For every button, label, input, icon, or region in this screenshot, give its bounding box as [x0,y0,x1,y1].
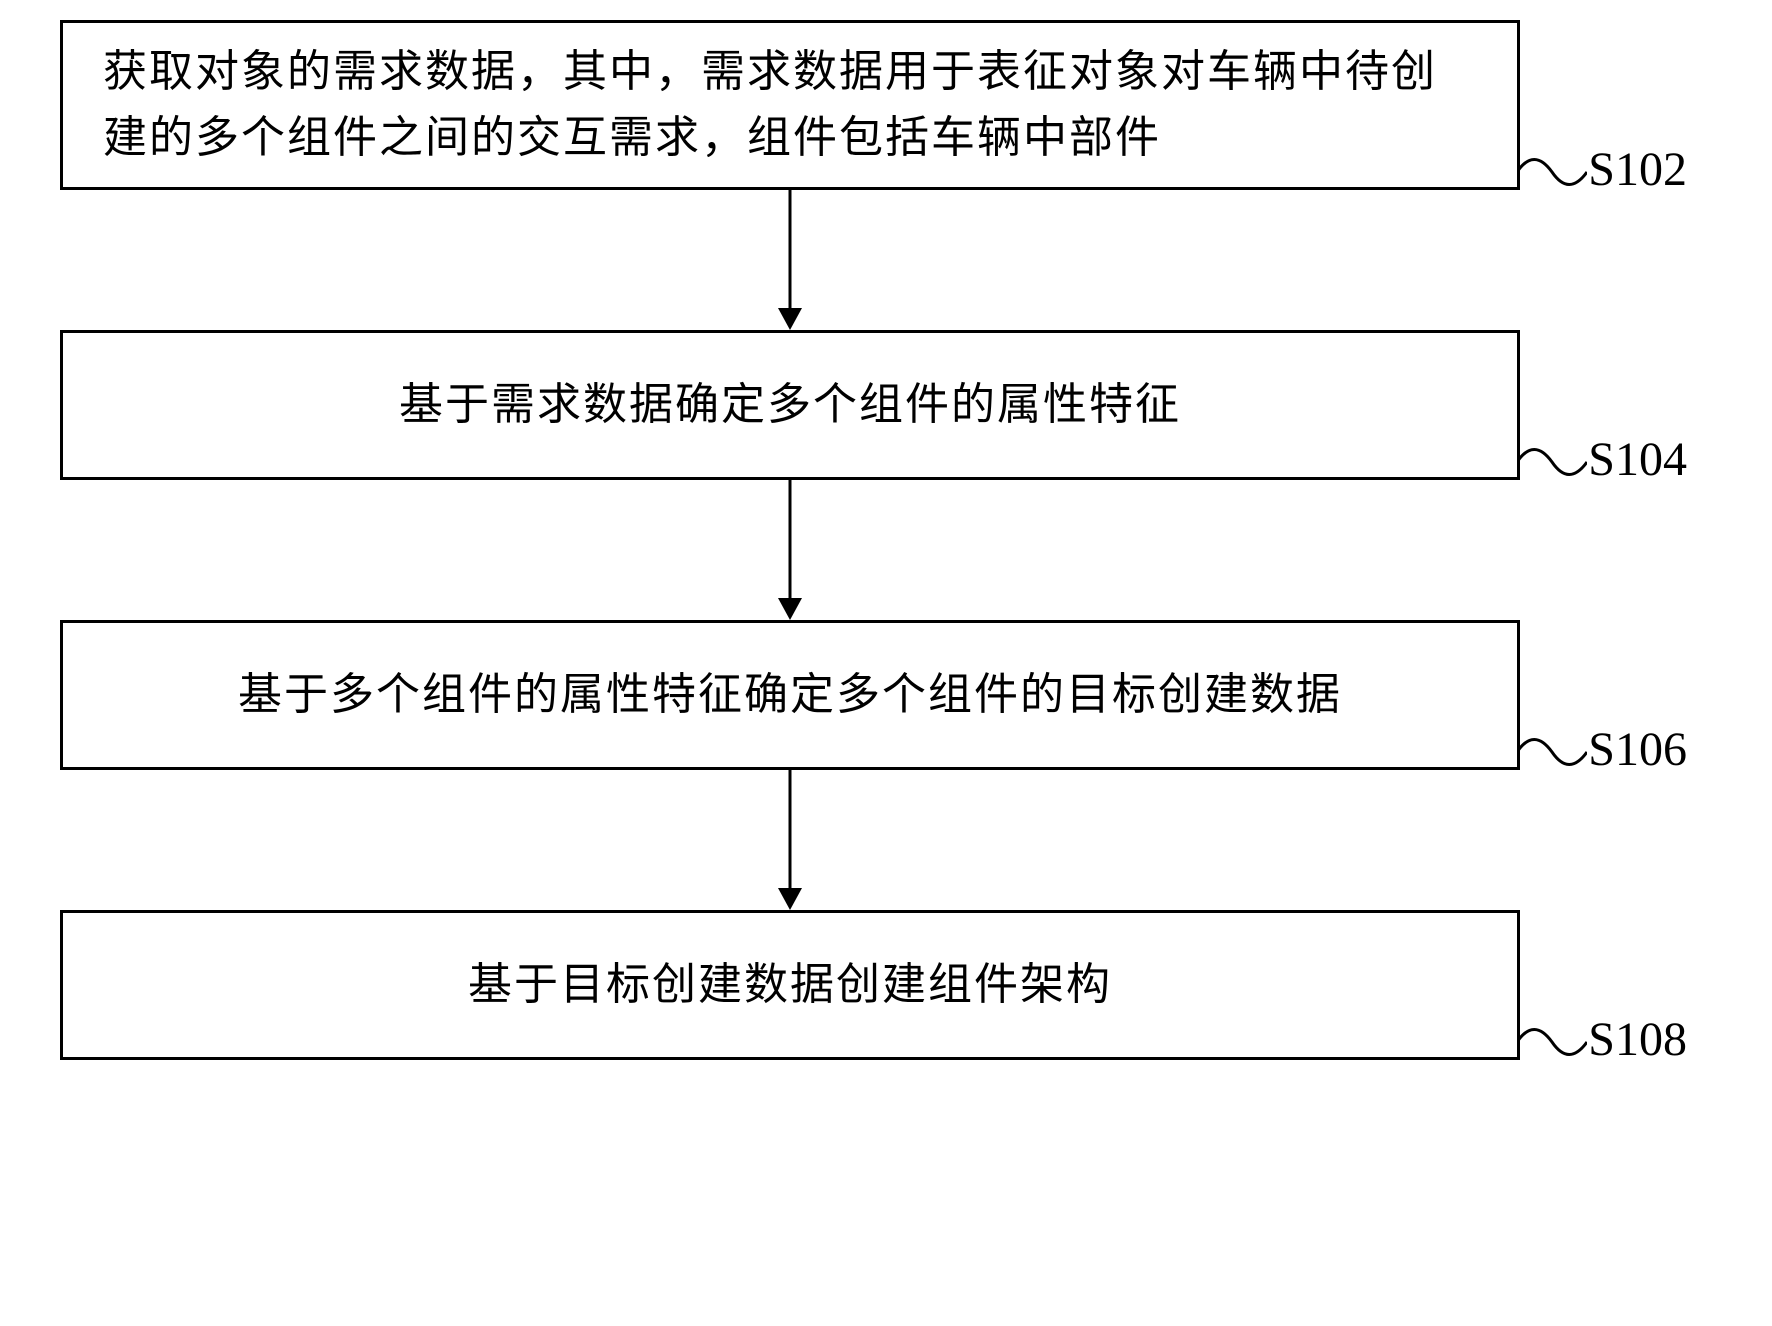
connector-wave-icon [1517,442,1587,482]
connector-wave-icon [1517,732,1587,772]
arrow-line-icon [789,190,792,310]
flowchart-container: 获取对象的需求数据，其中，需求数据用于表征对象对车辆中待创建的多个组件之间的交互… [60,20,1710,1060]
arrow-line-icon [789,480,792,600]
flow-step-text: 基于目标创建数据创建组件架构 [468,952,1112,1018]
flow-step-label: S102 [1588,142,1687,197]
flow-step-box: 基于目标创建数据创建组件架构 S108 [60,910,1520,1060]
connector-wave-icon [1517,152,1587,192]
arrow-head-icon [778,308,802,330]
connector-wave-icon [1517,1022,1587,1062]
flow-arrow [60,770,1520,910]
flow-step-label: S108 [1588,1012,1687,1067]
flow-step-label: S106 [1588,722,1687,777]
flow-arrow [60,190,1520,330]
flow-arrow [60,480,1520,620]
flow-step-label: S104 [1588,432,1687,487]
flow-step-text: 获取对象的需求数据，其中，需求数据用于表征对象对车辆中待创建的多个组件之间的交互… [103,39,1477,171]
arrow-head-icon [778,598,802,620]
flow-step-box: 基于多个组件的属性特征确定多个组件的目标创建数据 S106 [60,620,1520,770]
flow-step-box: 获取对象的需求数据，其中，需求数据用于表征对象对车辆中待创建的多个组件之间的交互… [60,20,1520,190]
arrow-line-icon [789,770,792,890]
flow-step-text: 基于需求数据确定多个组件的属性特征 [399,372,1181,438]
flow-step-text: 基于多个组件的属性特征确定多个组件的目标创建数据 [238,662,1342,728]
flow-step-box: 基于需求数据确定多个组件的属性特征 S104 [60,330,1520,480]
arrow-head-icon [778,888,802,910]
